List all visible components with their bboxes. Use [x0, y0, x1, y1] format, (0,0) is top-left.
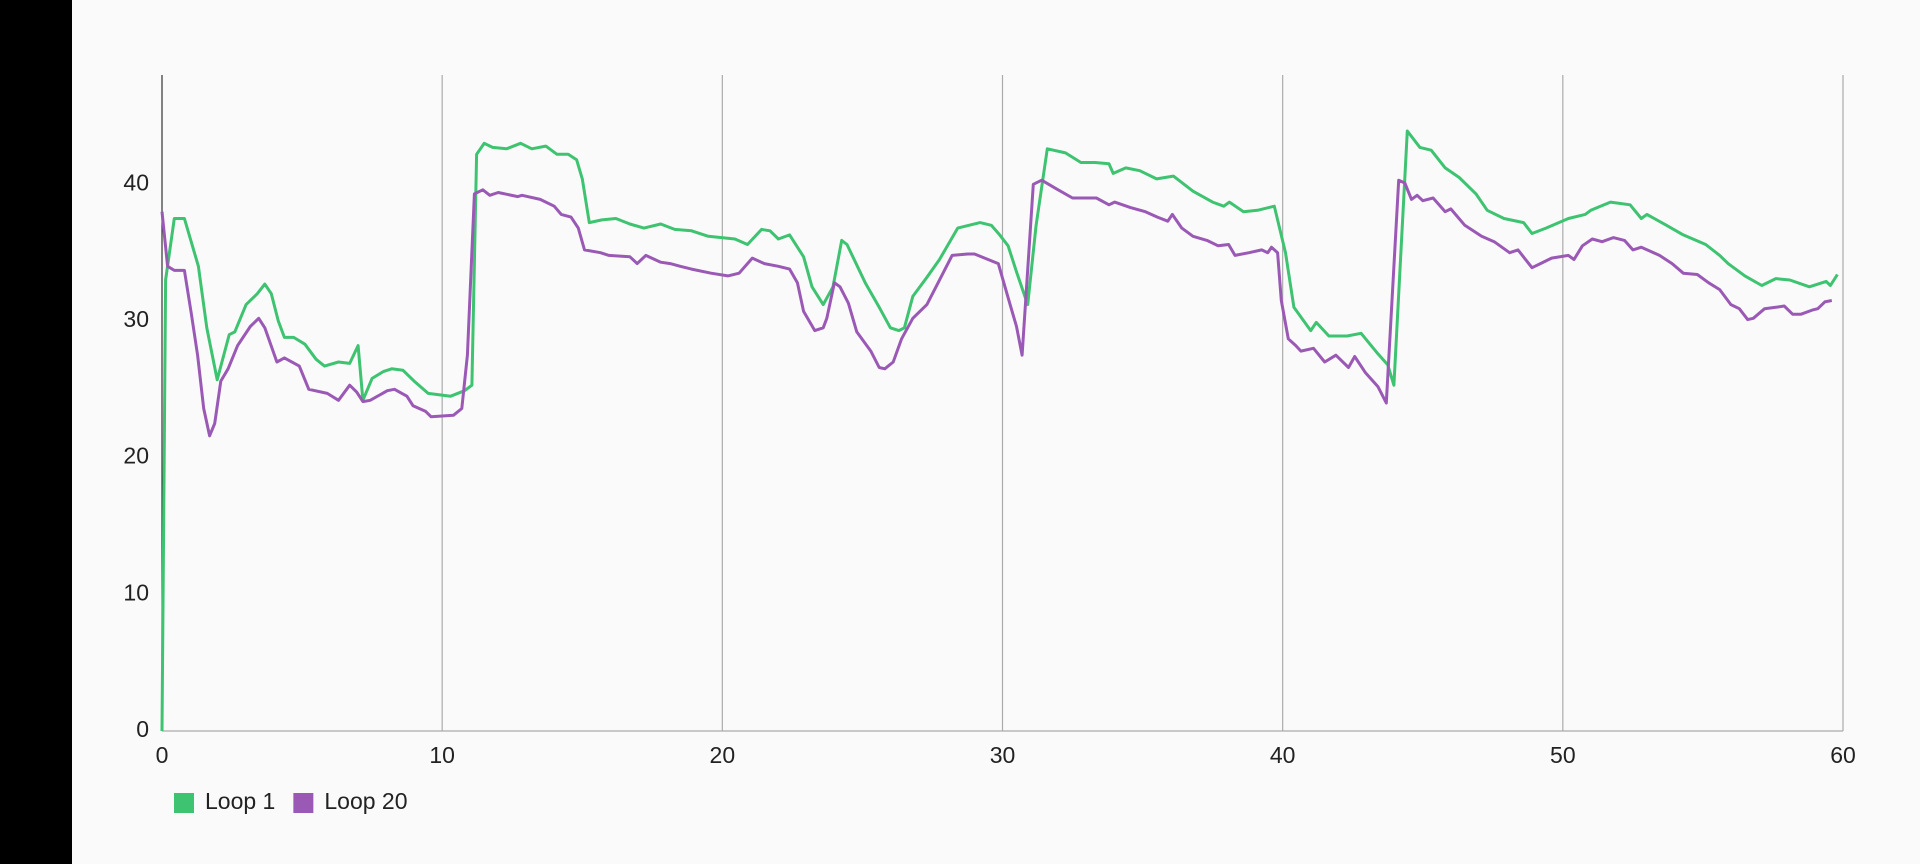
x-tick-label: 60	[1830, 742, 1856, 768]
legend-swatch	[174, 793, 194, 813]
legend-label: Loop 1	[205, 788, 275, 814]
y-tick-label: 10	[123, 579, 149, 605]
legend-label: Loop 20	[324, 788, 407, 814]
x-tick-label: 40	[1270, 742, 1296, 768]
left-bar	[0, 0, 72, 864]
y-tick-label: 40	[123, 169, 149, 195]
x-tick-label: 50	[1550, 742, 1576, 768]
legend-swatch	[293, 793, 314, 813]
x-tick-label: 10	[429, 742, 455, 768]
x-tick-label: 0	[156, 742, 169, 768]
x-tick-label: 30	[990, 742, 1016, 768]
y-tick-label: 20	[123, 443, 149, 469]
y-tick-label: 30	[123, 306, 149, 332]
y-tick-label: 0	[136, 716, 149, 742]
series-line	[160, 178, 1833, 438]
x-tick-label: 20	[710, 742, 736, 768]
series-line	[160, 129, 1839, 732]
